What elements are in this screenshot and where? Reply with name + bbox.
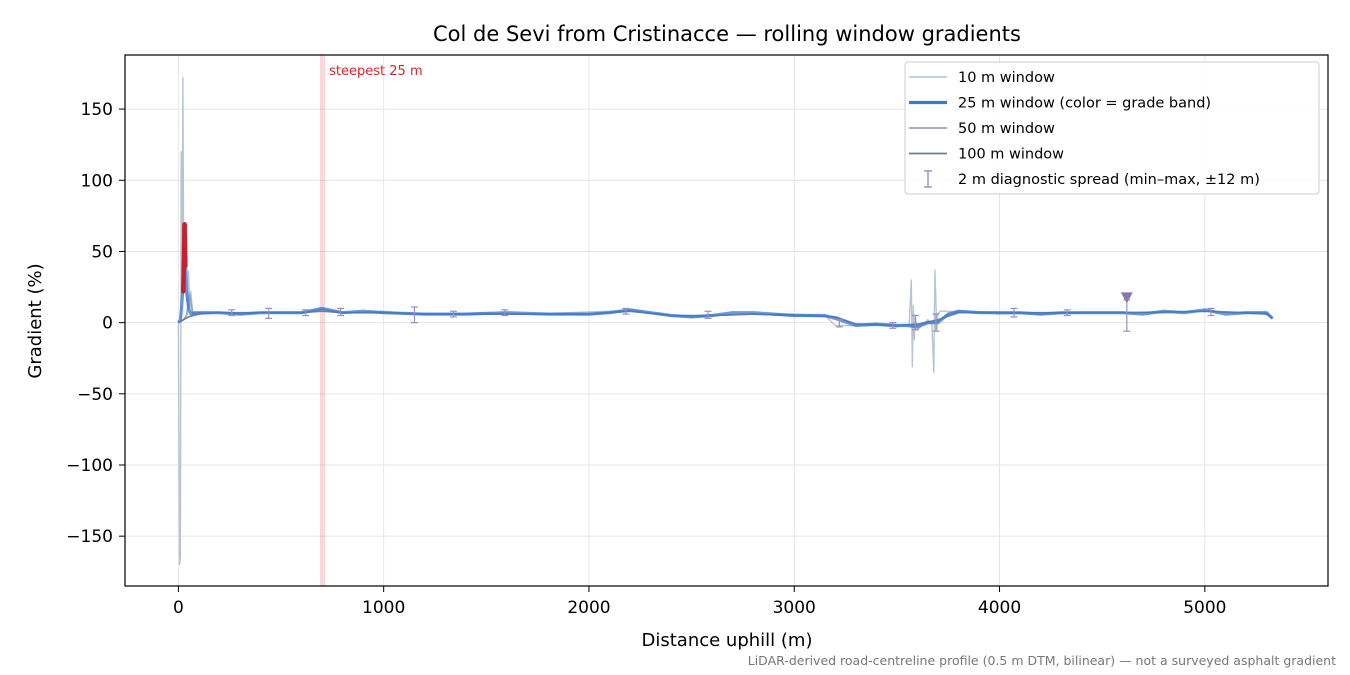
legend-label: 100 m window: [958, 147, 1064, 163]
steepest-band: [320, 55, 326, 586]
errorbar: [932, 313, 940, 332]
errorbar: [1063, 309, 1071, 317]
y-tick-label: −100: [66, 456, 113, 476]
errorbar: [410, 306, 418, 324]
x-tick-label: 2000: [567, 598, 610, 618]
steepest-segment-highlight: steepest 25 m: [320, 55, 423, 586]
legend-entry: 2 m diagnostic spread (min–max, ±12 m): [924, 170, 1260, 188]
y-tick-label: 50: [91, 242, 113, 262]
y-tick-label: −50: [77, 385, 113, 405]
series-layer: [177, 77, 1274, 566]
errorbar: [302, 309, 310, 317]
series-25-m-window: [177, 222, 1274, 329]
errorbar: [228, 309, 236, 317]
legend: 10 m window 25 m window (color = grade ba…: [904, 61, 1320, 195]
legend-box: [904, 61, 1320, 195]
x-tick-label: 3000: [773, 598, 816, 618]
legend-label: 25 m window (color = grade band): [958, 96, 1211, 112]
footnote: LiDAR-derived road-centreline profile (0…: [748, 653, 1336, 668]
x-axis-ticks: 0 1000 2000 3000 4000 5000: [173, 586, 1226, 618]
y-axis-label: Gradient (%): [25, 263, 46, 378]
x-tick-label: 5000: [1183, 598, 1226, 618]
errorbar: [911, 314, 919, 331]
steepest-label: steepest 25 m: [329, 64, 422, 79]
x-tick-label: 0: [173, 598, 184, 618]
errorbar-marker: [1120, 292, 1133, 304]
x-tick-label: 4000: [978, 598, 1021, 618]
errorbar: [835, 319, 843, 328]
series-25m-steep-band: [182, 222, 188, 268]
y-tick-label: 150: [81, 100, 113, 120]
errorbar: [889, 322, 897, 329]
errorbar: [337, 307, 345, 317]
legend-label: 2 m diagnostic spread (min–max, ±12 m): [958, 172, 1260, 188]
errorbar: [704, 310, 712, 319]
chart-title: Col de Sevi from Cristinacce — rolling w…: [433, 22, 1021, 46]
errorbar: [1207, 307, 1215, 317]
plot-frame: [124, 54, 1329, 587]
errorbar: [622, 307, 630, 315]
legend-entry: 100 m window: [909, 147, 1064, 163]
errorbar-layer: [228, 292, 1215, 332]
legend-entry: 10 m window: [909, 70, 1055, 86]
errorbar: [449, 310, 457, 318]
legend-label: 10 m window: [958, 70, 1055, 86]
errorbar: [1010, 307, 1018, 318]
x-tick-label: 1000: [362, 598, 405, 618]
y-axis-ticks: 150 100 50 0 −50 −100 −150: [66, 100, 125, 547]
errorbar: [265, 307, 273, 319]
legend-entry: 25 m window (color = grade band): [909, 96, 1211, 112]
errorbar: [501, 309, 509, 317]
y-tick-label: 100: [81, 171, 113, 191]
y-tick-label: 0: [102, 314, 113, 334]
y-tick-label: −150: [66, 527, 113, 547]
legend-entry: 50 m window: [909, 121, 1055, 137]
legend-label: 50 m window: [958, 121, 1055, 137]
x-axis-label: Distance uphill (m): [642, 630, 813, 651]
